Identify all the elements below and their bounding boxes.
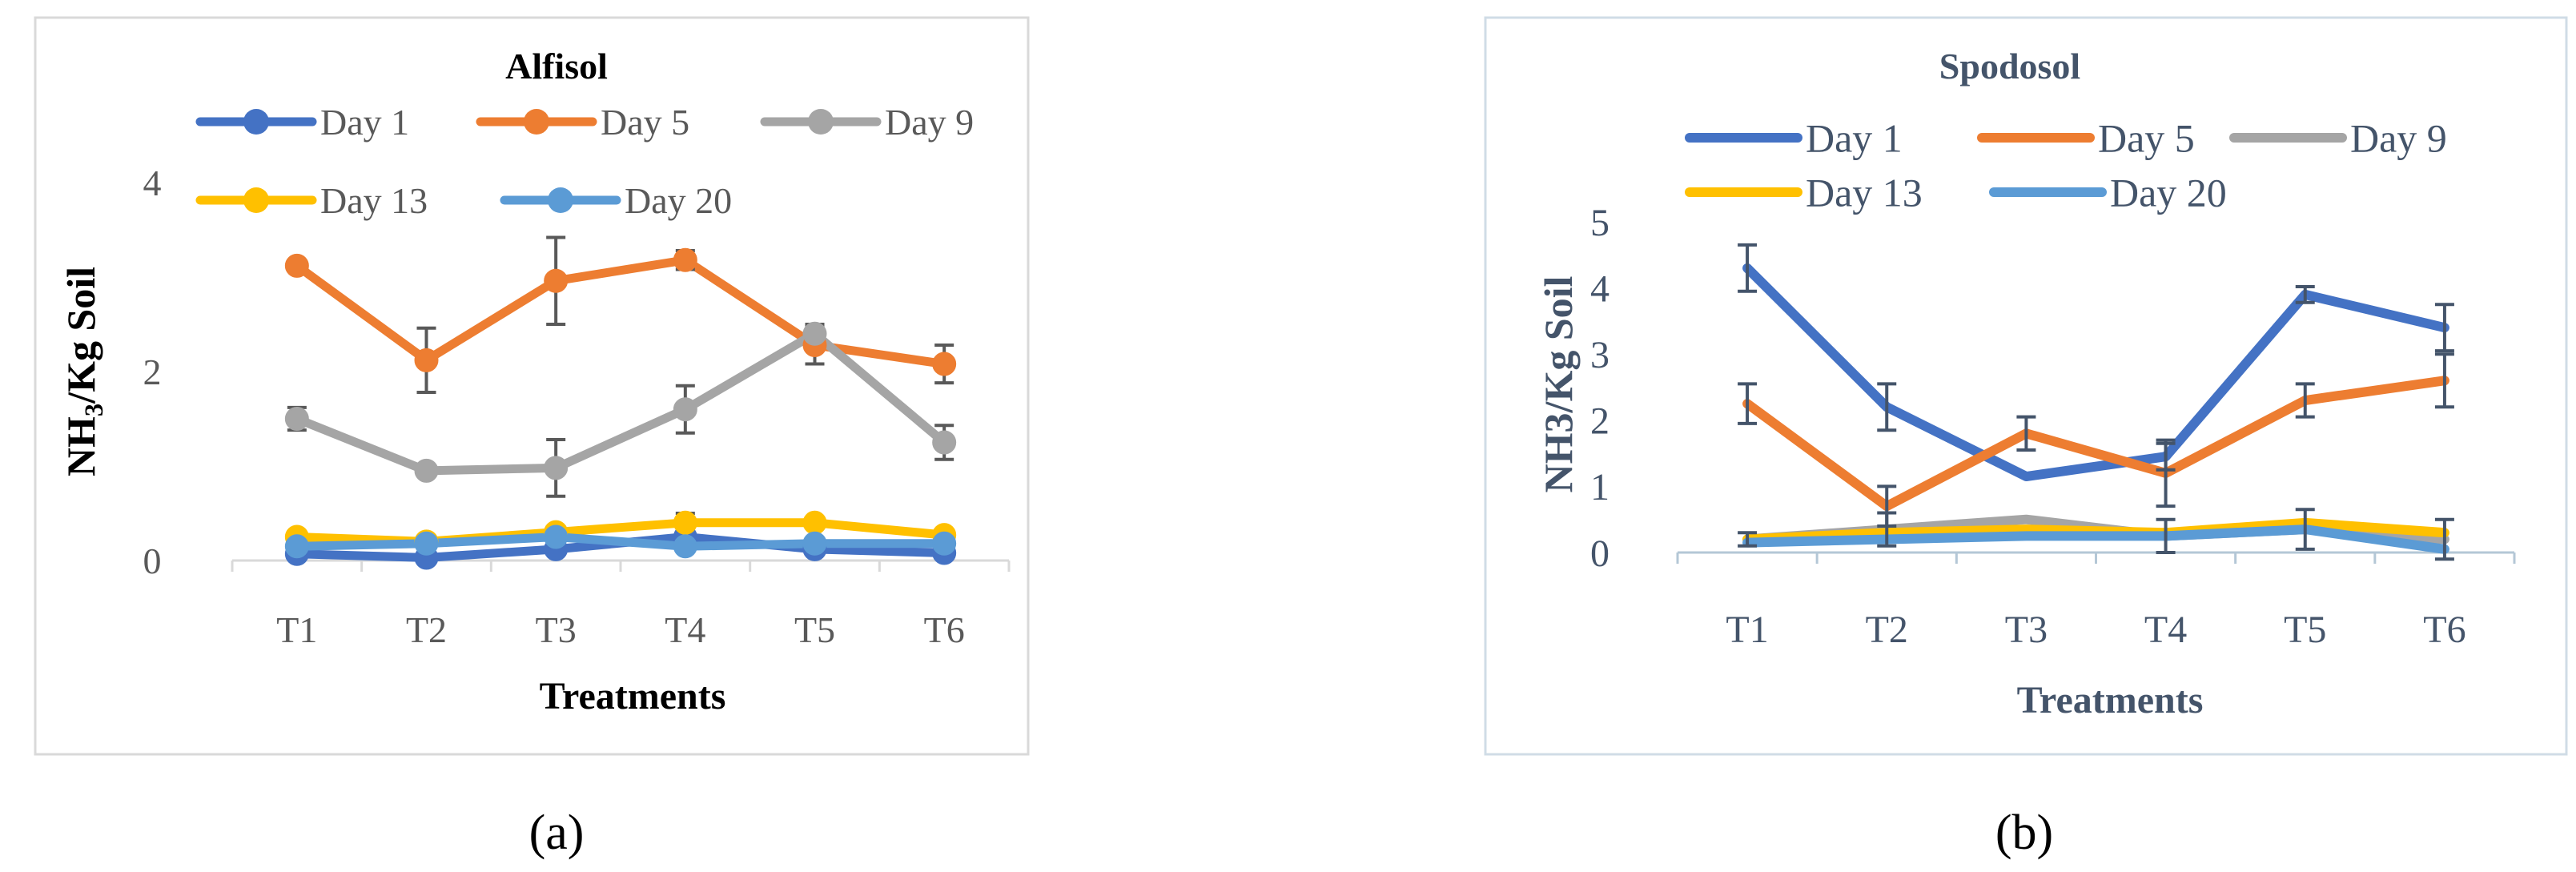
chart-title: Alfisol [505, 46, 608, 86]
legend-marker [808, 109, 834, 135]
legend-label: Day 9 [885, 102, 974, 143]
chart-spodosol: Spodosol T1 T2 T3 T4 T5 T6 0 1 2 3 4 5 Treatments NH3/… [1536, 46, 2516, 721]
x-tick-label: T3 [2005, 609, 2048, 651]
data-point-day-5 [544, 268, 569, 293]
x-tick-label: T1 [276, 609, 317, 650]
data-point-day-20 [932, 531, 957, 556]
legend-label: Day 5 [601, 102, 689, 143]
y-tick-label: 4 [143, 163, 162, 203]
x-tick-label: T3 [536, 609, 577, 650]
data-point-day-5 [932, 352, 957, 376]
x-tick-label: T5 [2284, 609, 2326, 651]
x-tick-label: T6 [2423, 609, 2465, 651]
legend-marker [548, 187, 573, 213]
data-point-day-20 [802, 531, 827, 556]
x-tick-label: T2 [406, 609, 447, 650]
series-line-day-5 [1742, 376, 2449, 512]
legend-marker [524, 109, 549, 135]
data-point-day-9 [673, 397, 697, 422]
data-point-day-13 [673, 510, 697, 535]
chart-title: Spodosol [1939, 46, 2080, 86]
legend-label: Day 9 [2350, 116, 2447, 161]
data-point-day-5 [673, 247, 697, 272]
chart-a-frame [34, 16, 1030, 756]
x-tick-label: T6 [924, 609, 965, 650]
chart-alfisol: Alfisol T1 T2 T3 T4 T5 T6 0 2 4 Treatments NH3/Kg S… [58, 46, 1011, 717]
y-tick-label: 2 [143, 352, 162, 392]
y-tick-label: 0 [1590, 532, 1609, 575]
figure-label-a: (a) [529, 806, 585, 860]
y-tick-label: 0 [143, 540, 162, 581]
data-point-day-20 [284, 534, 309, 559]
y-axis-label: NH3/Kg Soil [1536, 275, 1581, 492]
data-point-day-13 [802, 510, 827, 535]
y-tick-label: 3 [1590, 334, 1609, 376]
y-axis-label-part: /Kg Soil [58, 267, 103, 404]
data-point-day-20 [544, 524, 569, 549]
legend-label: Day 20 [625, 180, 732, 221]
series-line-day-13 [1742, 517, 2449, 544]
data-point-day-9 [932, 430, 957, 455]
x-tick-label: T5 [794, 609, 835, 650]
y-tick-label: 2 [1590, 400, 1609, 443]
x-tick-label: T4 [2144, 609, 2187, 651]
legend-label: Day 20 [2110, 171, 2227, 215]
x-tick-label: T2 [1866, 609, 1908, 651]
x-tick-label: T1 [1726, 609, 1768, 651]
data-point-day-9 [544, 456, 569, 480]
data-point-day-5 [414, 348, 439, 372]
x-axis-label: Treatments [2017, 679, 2204, 721]
data-point-day-20 [673, 534, 697, 559]
data-point-day-20 [414, 531, 439, 556]
legend-label: Day 13 [320, 180, 428, 221]
legend-label: Day 1 [320, 102, 409, 143]
y-tick-label: 5 [1590, 202, 1609, 244]
y-tick-label: 1 [1590, 466, 1609, 508]
legend-marker [243, 109, 269, 135]
y-tick-label: 4 [1590, 267, 1609, 310]
x-tick-label: T4 [665, 609, 705, 650]
legend-marker [243, 187, 269, 213]
data-point-day-9 [414, 458, 439, 483]
series-line-day-20 [292, 532, 949, 551]
data-point-day-9 [284, 407, 309, 431]
legend-label: Day 1 [1806, 116, 1903, 161]
series-line-day-20 [1742, 524, 2449, 554]
data-point-day-9 [802, 321, 827, 346]
y-axis-label-part: NH [58, 416, 103, 476]
legend-label: Day 13 [1806, 171, 1923, 215]
series-line-day-1 [1742, 263, 2449, 482]
y-axis-label-subscript: 3 [80, 404, 109, 416]
x-axis-label: Treatments [540, 675, 726, 717]
y-axis-label: NH3/Kg Soil [58, 267, 109, 476]
figure-label-b: (b) [1995, 806, 2053, 860]
legend-label: Day 5 [2098, 116, 2195, 161]
series-line-day-9 [292, 329, 949, 476]
data-point-day-5 [284, 253, 309, 278]
